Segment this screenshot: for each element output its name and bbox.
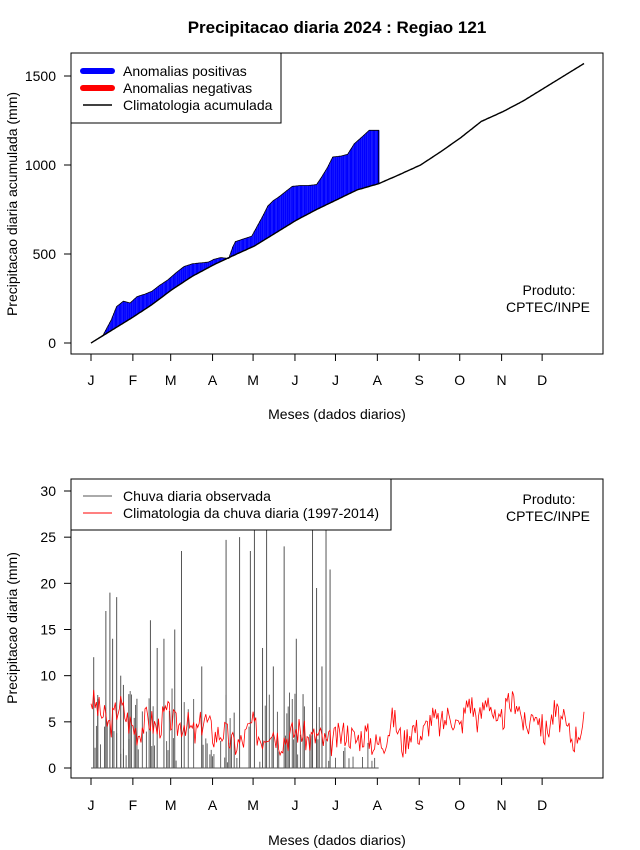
y-tick-label: 10	[40, 668, 56, 684]
y-axis: 0 500 1000 1500	[25, 68, 72, 351]
x-tick-label: M	[165, 797, 177, 813]
legend-entry-observed: Chuva diaria observada	[123, 488, 271, 504]
product-label: Produto:	[523, 282, 576, 298]
x-tick-label: F	[129, 372, 138, 388]
x-tick-label: D	[537, 797, 547, 813]
x-tick-label: N	[497, 797, 507, 813]
x-tick-label: J	[332, 797, 339, 813]
x-tick-label: O	[454, 372, 465, 388]
x-tick-label: A	[373, 372, 383, 388]
legend-box	[70, 478, 392, 531]
x-axis-label: Meses (dados diarios)	[268, 832, 406, 848]
x-axis-label: Meses (dados diarios)	[268, 406, 406, 422]
y-tick-label: 1000	[25, 157, 56, 173]
y-tick-label: 15	[40, 622, 56, 638]
x-tick-label: J	[291, 372, 298, 388]
observed-daily-bars	[91, 527, 379, 769]
x-tick-label: A	[208, 372, 218, 388]
y-axis: 0 5 10 15 20 25 30	[40, 483, 72, 776]
product-source: CPTEC/INPE	[506, 508, 590, 524]
y-tick-label: 25	[40, 529, 56, 545]
product-label: Produto:	[523, 491, 576, 507]
product-source: CPTEC/INPE	[506, 299, 590, 315]
y-tick-label: 0	[48, 760, 56, 776]
x-tick-label: J	[332, 372, 339, 388]
legend-entry-climatology: Climatologia da chuva diaria (1997-2014)	[123, 505, 379, 521]
observed-cumulative-line	[90, 129, 380, 344]
cumulative-precipitation-chart: Precipitacao diaria 2024 : Regiao 121 0 5…	[4, 18, 604, 422]
y-axis-label: Precipitacao diaria (mm)	[4, 552, 20, 704]
y-tick-label: 5	[48, 714, 56, 730]
legend-entry-positive: Anomalias positivas	[123, 63, 247, 79]
x-tick-label: F	[129, 797, 138, 813]
legend: Chuva diaria observada Climatologia da c…	[70, 478, 392, 531]
legend-entry-negative: Anomalias negativas	[123, 80, 252, 96]
x-tick-label: S	[415, 372, 424, 388]
y-tick-label: 20	[40, 575, 56, 591]
y-axis-label: Precipitacao diaria acumulada (mm)	[4, 92, 20, 316]
x-tick-label: J	[291, 797, 298, 813]
chart-title: Precipitacao diaria 2024 : Regiao 121	[188, 18, 487, 37]
anomaly-areas	[91, 130, 380, 343]
x-tick-label: N	[497, 372, 507, 388]
legend: Anomalias positivas Anomalias negativas …	[70, 52, 282, 124]
x-tick-label: M	[165, 372, 177, 388]
x-tick-label: M	[247, 797, 259, 813]
x-tick-label: J	[88, 797, 95, 813]
x-tick-label: S	[415, 797, 424, 813]
climatology-daily-line	[90, 689, 585, 758]
x-tick-label: J	[88, 372, 95, 388]
x-tick-label: D	[537, 372, 547, 388]
y-tick-label: 30	[40, 483, 56, 499]
y-tick-label: 0	[48, 335, 56, 351]
daily-precipitation-chart: 0 5 10 15 20 25 30 J F M A M J J A S O N D Meses (dados d…	[4, 478, 604, 848]
climatology-cumulative-line	[90, 62, 585, 344]
y-tick-label: 500	[33, 246, 57, 262]
legend-entry-climatology: Climatologia acumulada	[123, 97, 273, 113]
x-tick-label: A	[373, 797, 383, 813]
x-tick-label: O	[454, 797, 465, 813]
x-tick-label: A	[208, 797, 218, 813]
climatology-daily-line	[90, 689, 585, 758]
cumulative-lines	[90, 62, 585, 344]
y-tick-label: 1500	[25, 68, 56, 84]
x-tick-label: M	[247, 372, 259, 388]
